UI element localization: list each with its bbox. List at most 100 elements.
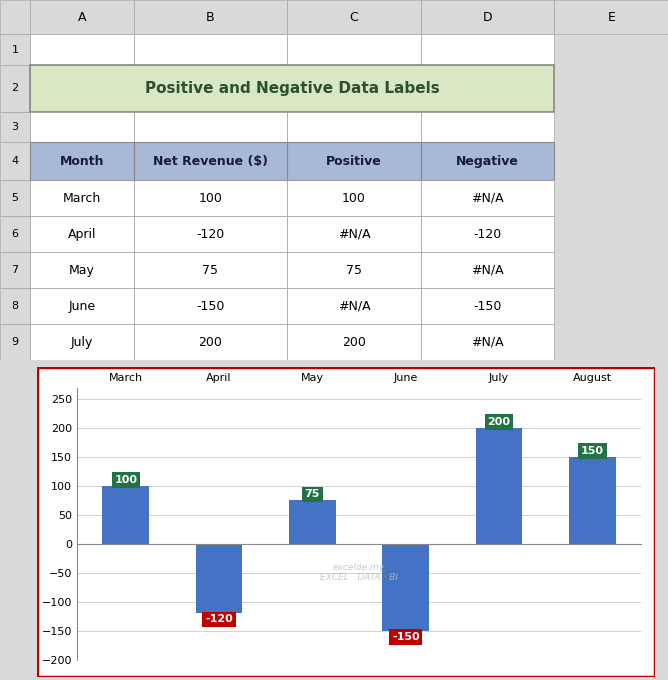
Bar xyxy=(287,34,421,65)
Bar xyxy=(134,216,287,252)
Text: Positive: Positive xyxy=(326,155,382,168)
Bar xyxy=(30,34,134,65)
Bar xyxy=(30,65,554,112)
Bar xyxy=(569,457,616,544)
Bar xyxy=(0,288,30,324)
Bar xyxy=(554,0,668,34)
Bar xyxy=(30,360,134,396)
Bar xyxy=(30,216,134,252)
Bar xyxy=(134,180,287,216)
Bar xyxy=(0,0,30,34)
Text: April: April xyxy=(67,228,96,241)
Bar xyxy=(0,252,30,288)
Bar xyxy=(134,252,287,288)
Bar xyxy=(421,324,554,360)
Bar xyxy=(0,142,30,180)
Text: Negative: Negative xyxy=(456,155,519,168)
Bar xyxy=(134,142,287,180)
Bar xyxy=(421,112,554,142)
Bar xyxy=(421,0,554,34)
Bar xyxy=(421,252,554,288)
Bar xyxy=(134,142,287,180)
Text: #N/A: #N/A xyxy=(338,228,370,241)
Bar xyxy=(0,324,30,360)
Bar xyxy=(0,216,30,252)
Bar xyxy=(421,34,554,65)
Bar xyxy=(287,216,421,252)
Text: 100: 100 xyxy=(342,192,366,205)
Bar xyxy=(287,360,421,396)
Bar xyxy=(287,142,421,180)
Bar xyxy=(287,288,421,324)
Bar xyxy=(421,216,554,252)
Bar xyxy=(30,34,134,65)
Text: 100: 100 xyxy=(114,475,138,485)
Bar xyxy=(134,112,287,142)
Bar xyxy=(0,360,30,396)
Text: 200: 200 xyxy=(488,417,510,427)
Bar xyxy=(134,252,287,288)
Bar xyxy=(421,324,554,360)
Bar xyxy=(134,288,287,324)
Text: 4: 4 xyxy=(11,156,19,167)
Text: #N/A: #N/A xyxy=(472,336,504,349)
Text: C: C xyxy=(349,11,359,24)
Bar xyxy=(287,112,421,142)
Text: March: March xyxy=(63,192,101,205)
Text: -120: -120 xyxy=(196,228,224,241)
Bar xyxy=(0,360,30,396)
Bar xyxy=(134,216,287,252)
Text: B: B xyxy=(206,11,214,24)
Bar xyxy=(554,0,668,34)
Text: 6: 6 xyxy=(11,229,19,239)
Bar xyxy=(30,180,134,216)
Bar xyxy=(0,324,30,360)
Bar xyxy=(421,142,554,180)
Bar xyxy=(287,180,421,216)
Text: -150: -150 xyxy=(474,300,502,313)
Bar xyxy=(0,142,30,180)
Text: #N/A: #N/A xyxy=(472,192,504,205)
Text: 75: 75 xyxy=(346,264,362,277)
Bar xyxy=(30,324,134,360)
Bar xyxy=(0,252,30,288)
Bar xyxy=(0,34,30,65)
Bar xyxy=(30,65,554,112)
Text: 75: 75 xyxy=(305,490,320,499)
Bar xyxy=(287,288,421,324)
Bar xyxy=(0,112,30,142)
Bar xyxy=(287,360,421,396)
Bar xyxy=(30,112,134,142)
Text: 7: 7 xyxy=(11,265,19,275)
Text: 150: 150 xyxy=(198,372,222,385)
Bar xyxy=(30,288,134,324)
Bar xyxy=(287,112,421,142)
Bar xyxy=(30,288,134,324)
Bar xyxy=(134,0,287,34)
Text: #N/A: #N/A xyxy=(472,264,504,277)
Bar xyxy=(287,0,421,34)
Bar xyxy=(421,0,554,34)
Text: 5: 5 xyxy=(11,193,19,203)
Text: May: May xyxy=(69,264,95,277)
Text: 150: 150 xyxy=(342,372,366,385)
Text: -150: -150 xyxy=(196,300,224,313)
Bar xyxy=(287,34,421,65)
Bar xyxy=(0,0,30,34)
Text: D: D xyxy=(483,11,492,24)
Bar xyxy=(0,112,30,142)
Bar xyxy=(421,142,554,180)
Bar xyxy=(30,252,134,288)
Bar xyxy=(134,360,287,396)
Bar xyxy=(0,180,30,216)
Bar xyxy=(421,112,554,142)
Bar xyxy=(0,34,30,65)
Text: -120: -120 xyxy=(474,228,502,241)
Bar xyxy=(30,0,134,34)
Text: #N/A: #N/A xyxy=(338,300,370,313)
Bar xyxy=(421,288,554,324)
Text: A: A xyxy=(77,11,86,24)
Text: 2: 2 xyxy=(11,83,19,93)
Text: Positive and Negative Data Labels: Positive and Negative Data Labels xyxy=(145,81,440,96)
Bar xyxy=(30,324,134,360)
